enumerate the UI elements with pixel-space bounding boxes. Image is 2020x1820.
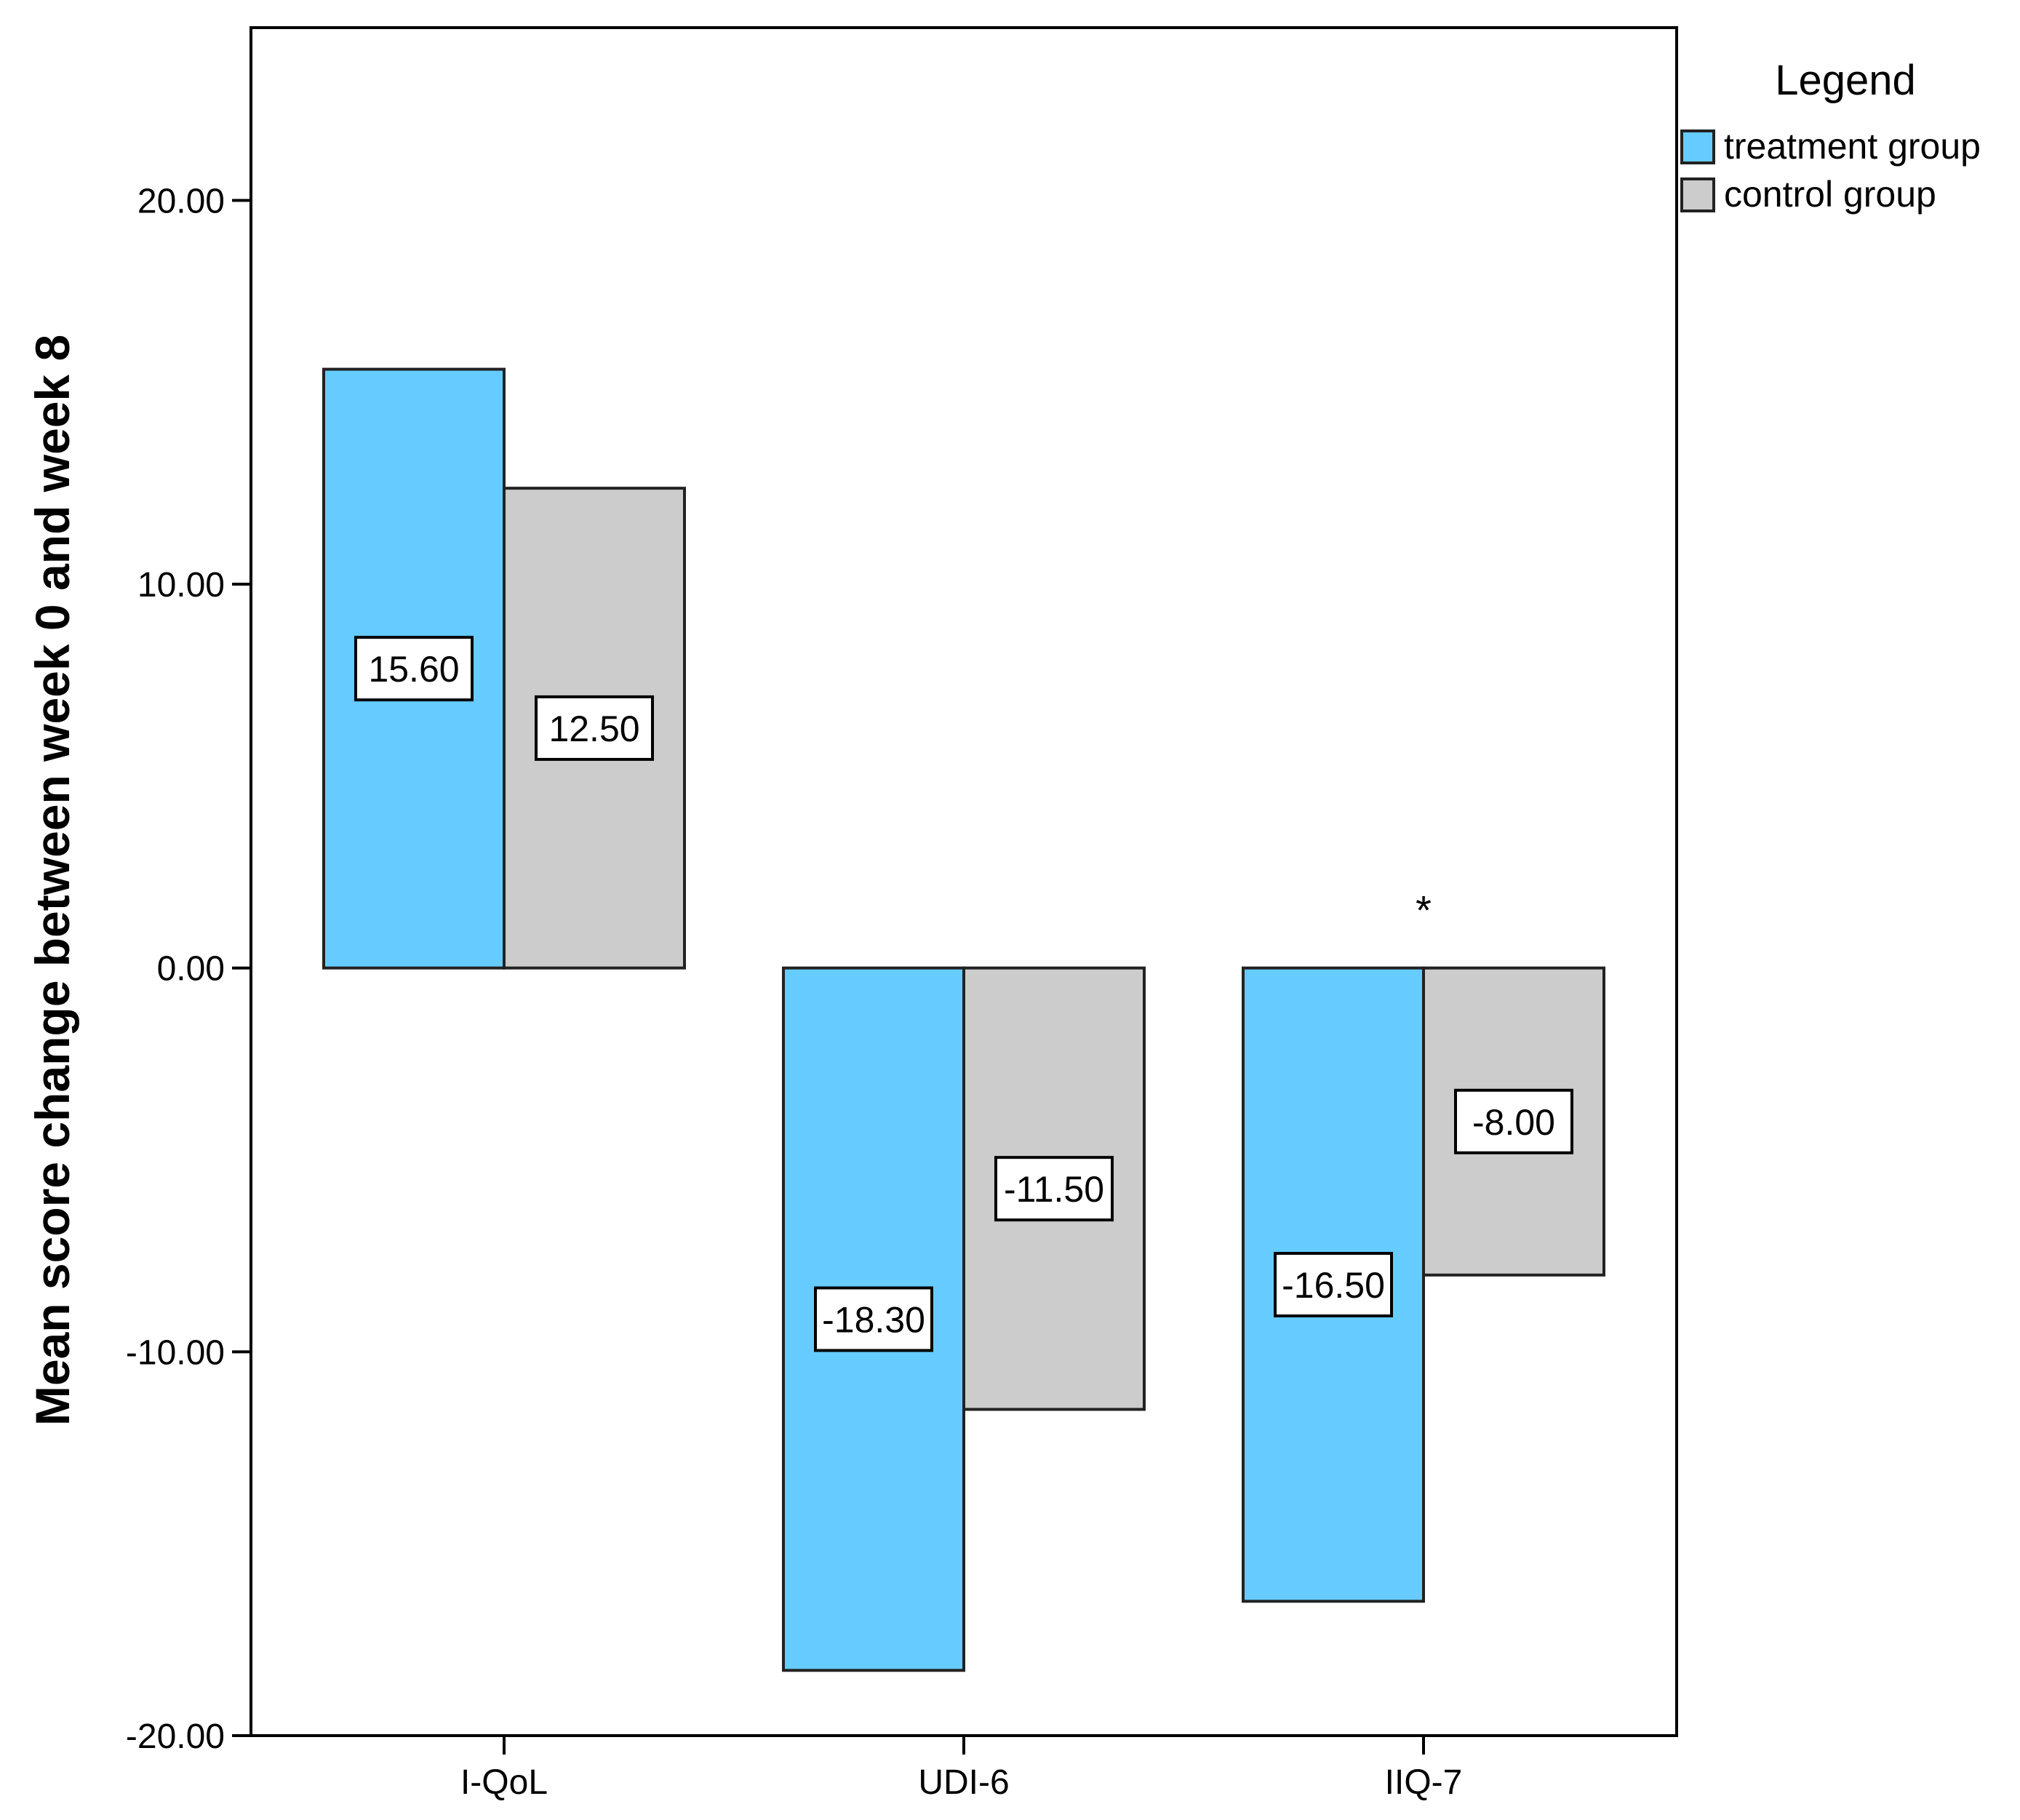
- legend-entry: control group: [1724, 174, 1936, 215]
- annotations: *: [1416, 887, 1432, 933]
- legend-swatch: [1680, 129, 1715, 164]
- x-tick-label: I-QoL: [460, 1763, 548, 1802]
- data-label-box: [814, 1286, 933, 1352]
- x-axis: I-QoL UDI-6 IIQ-7: [460, 1736, 1462, 1802]
- y-tick-label: 20.00: [137, 182, 225, 220]
- y-tick-label: -20.00: [126, 1717, 225, 1756]
- significance-marker: *: [1416, 887, 1432, 933]
- data-label: -11.50: [1004, 1169, 1104, 1210]
- legend-title: Legend: [1775, 57, 1916, 104]
- data-label: -18.30: [822, 1300, 925, 1341]
- data-label-box: [1274, 1252, 1393, 1318]
- y-tick-label: 10.00: [137, 566, 225, 604]
- x-tick-label: UDI-6: [918, 1763, 1009, 1802]
- data-label-box: [1454, 1088, 1573, 1154]
- legend: Legend treatment group control group: [1680, 57, 1981, 215]
- y-axis-label: Mean score change between week 0 and wee…: [25, 335, 79, 1426]
- data-label-box: [994, 1156, 1114, 1222]
- data-label-box: [354, 636, 474, 702]
- legend-swatch: [1680, 177, 1715, 212]
- data-label: -16.50: [1282, 1265, 1385, 1306]
- data-label: 12.50: [548, 709, 639, 749]
- legend-entry: treatment group: [1724, 126, 1981, 167]
- x-tick-label: IIQ-7: [1385, 1763, 1463, 1802]
- y-tick-label: 0.00: [157, 950, 225, 989]
- data-labels: 15.60 -18.30 -16.50 12.50 -11.50 -8.00: [354, 636, 1573, 1352]
- data-label: -8.00: [1472, 1102, 1555, 1143]
- y-tick-label: -10.00: [126, 1333, 225, 1372]
- y-axis: 20.00 10.00 0.00 -10.00 -20.00: [126, 182, 251, 1756]
- data-label-box: [535, 695, 654, 761]
- data-label: 15.60: [368, 649, 459, 690]
